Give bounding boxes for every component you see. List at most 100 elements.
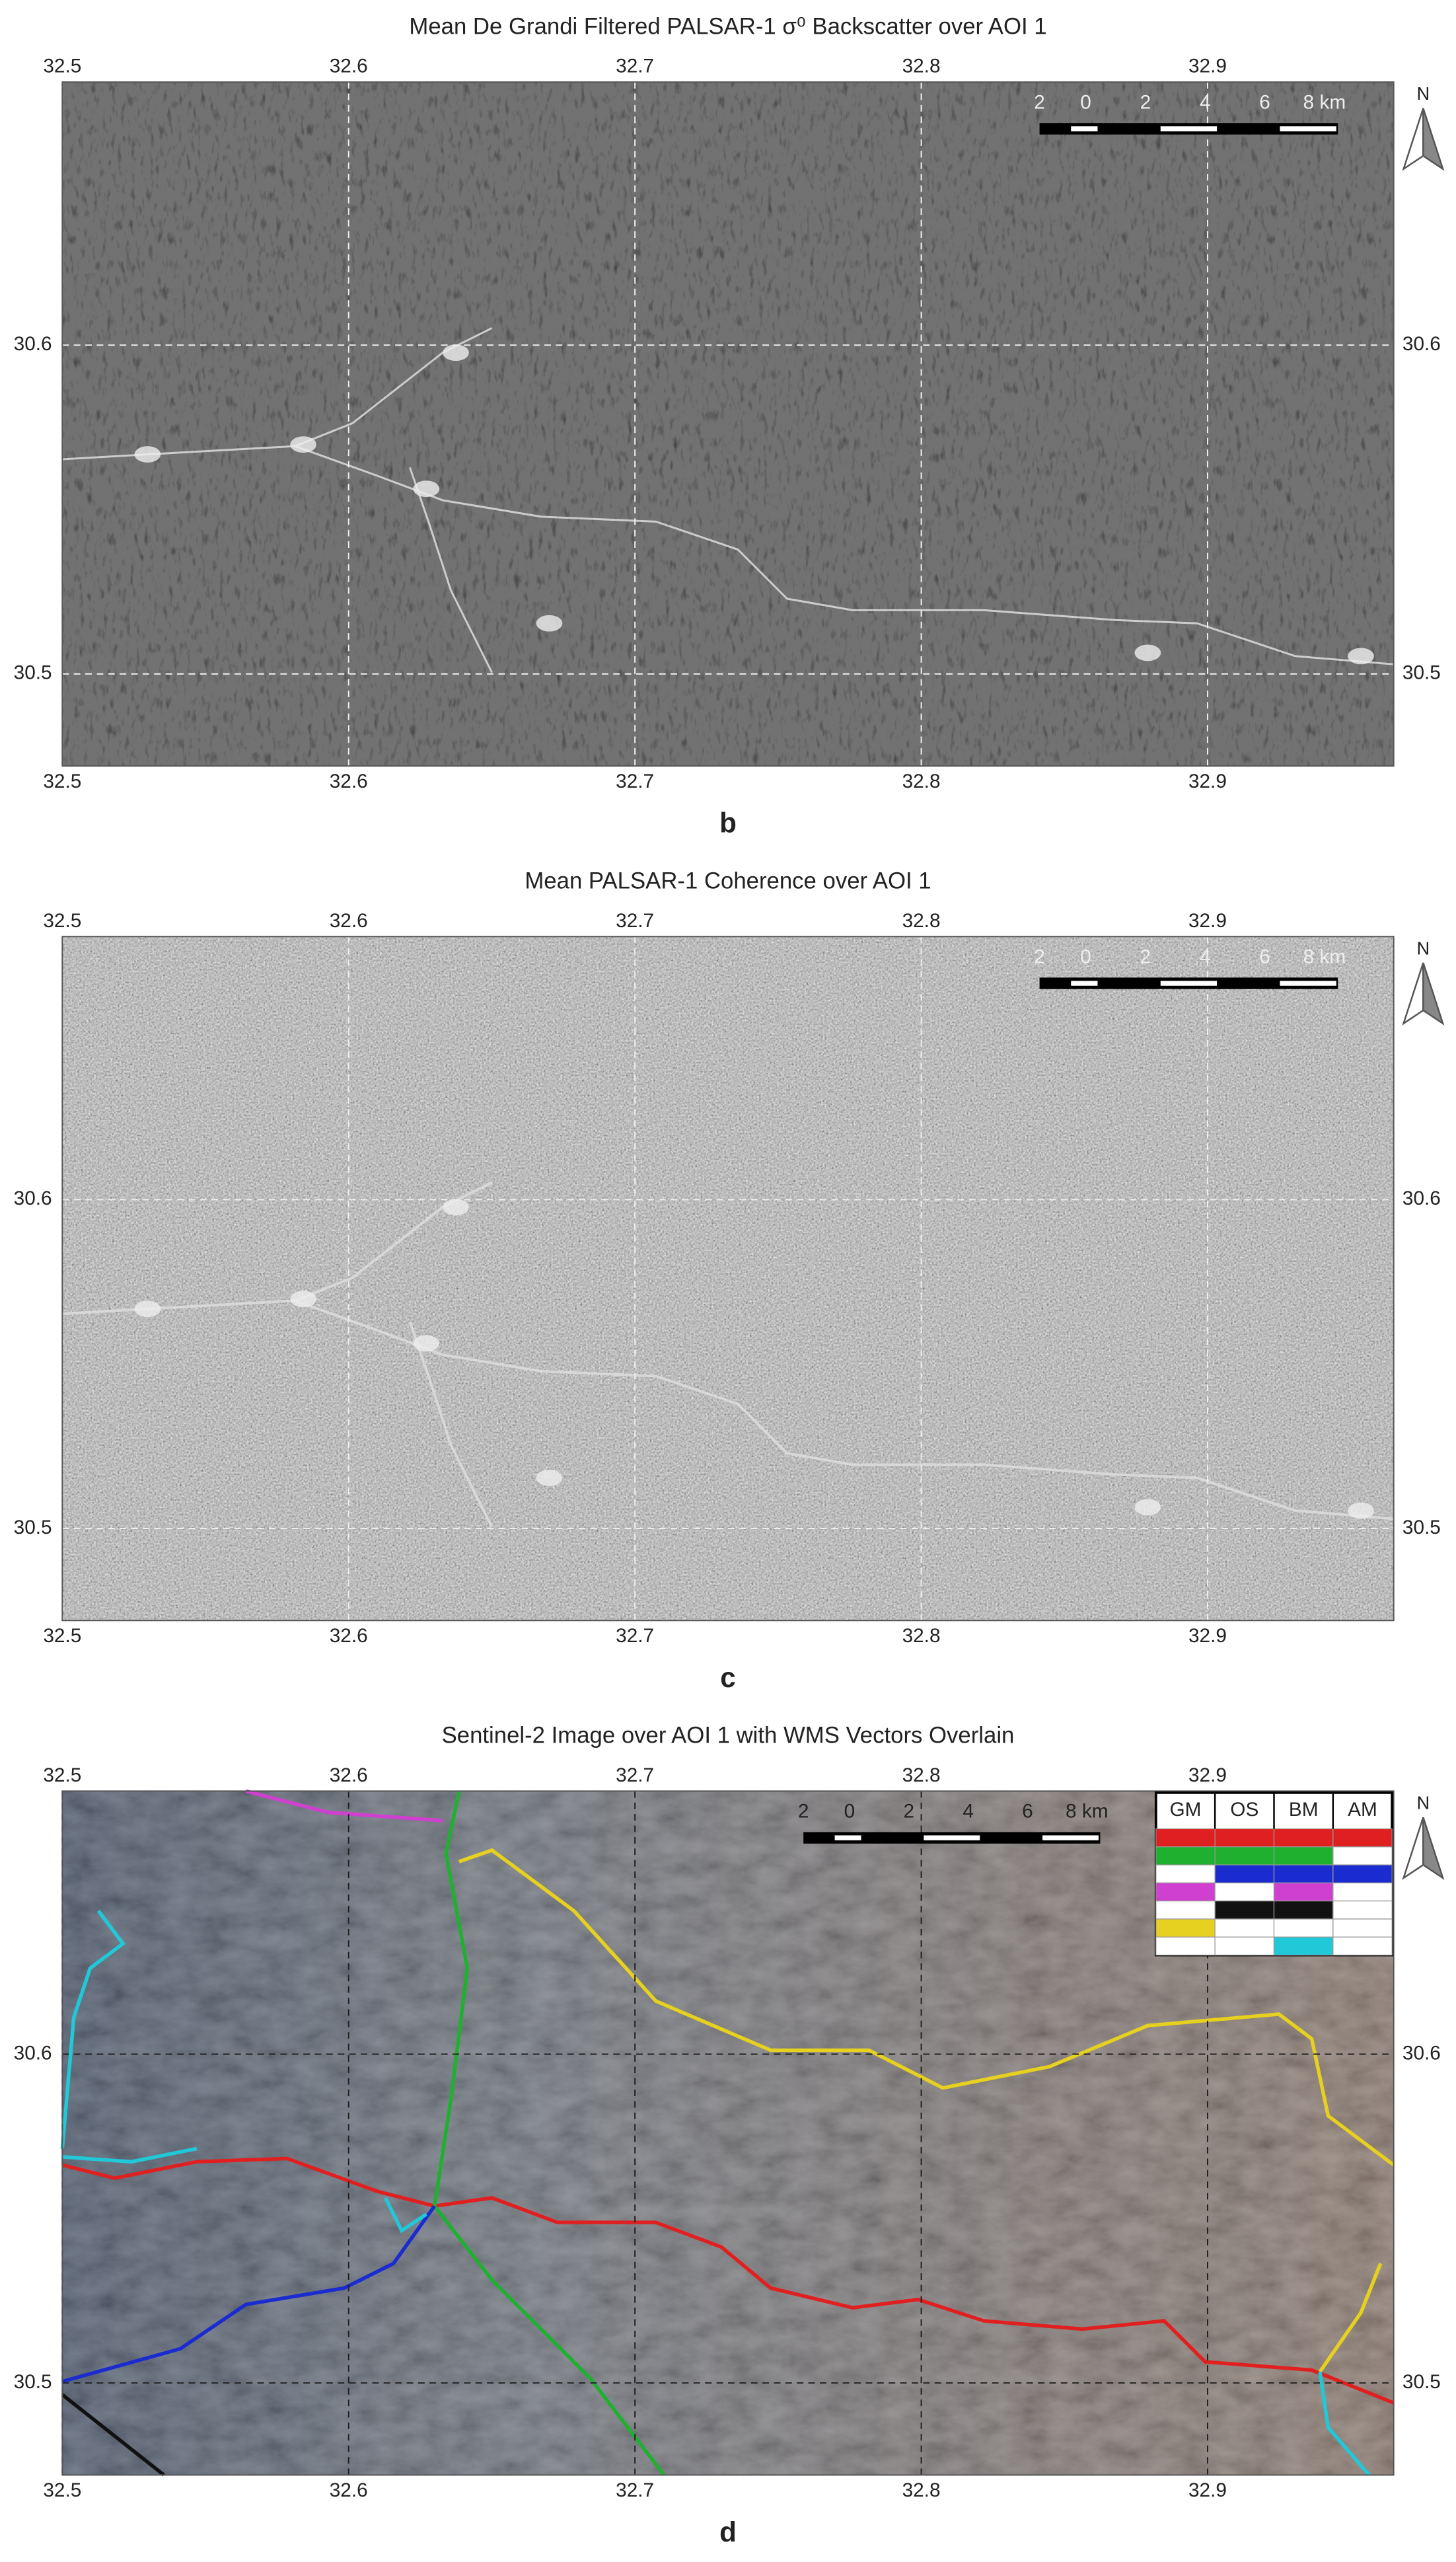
vector-line — [432, 1790, 666, 2477]
legend-cell — [1214, 1936, 1275, 1956]
image-frame — [61, 1790, 1395, 2476]
scale-label: 2 — [1034, 946, 1045, 967]
y-tick-label: 30.5 — [1402, 662, 1441, 684]
y-tick-label: 30.5 — [14, 662, 52, 684]
panel-title: Mean De Grandi Filtered PALSAR-1 σ⁰ Back… — [409, 14, 1046, 39]
y-tick-label: 30.5 — [14, 2371, 52, 2393]
legend-cell — [1332, 1828, 1393, 1848]
scale-label: 8 km — [1303, 946, 1346, 967]
x-tick-label: 32.8 — [902, 910, 941, 932]
scale-bar-segment — [1160, 981, 1218, 986]
legend-cell — [1155, 1882, 1216, 1902]
bright-area — [443, 1199, 469, 1216]
bright-area — [536, 615, 563, 632]
scale-bar-segment — [834, 1835, 861, 1840]
north-arrow — [1402, 108, 1424, 171]
vector-line — [1318, 2371, 1371, 2477]
bright-area — [1348, 648, 1374, 665]
panel-label: b — [719, 808, 737, 839]
panel-title: Mean PALSAR-1 Coherence over AOI 1 — [525, 869, 931, 894]
scale-label: 6 — [1259, 91, 1270, 113]
legend-cell — [1273, 1901, 1334, 1920]
legend-cell — [1155, 1936, 1216, 1956]
x-tick-label: 32.7 — [616, 1625, 654, 1647]
x-tick-label: 32.6 — [330, 910, 368, 932]
legend-header: BM — [1289, 1799, 1319, 1821]
scale-label: 2 — [1140, 946, 1151, 967]
x-tick-label: 32.6 — [330, 1625, 368, 1647]
legend-header: OS — [1230, 1799, 1258, 1821]
vector-line — [60, 1909, 126, 2149]
north-arrow — [1402, 962, 1424, 1026]
x-tick-label: 32.9 — [1188, 771, 1227, 792]
legend-cell — [1332, 1882, 1393, 1902]
road — [62, 445, 1394, 665]
scale-bar-segment — [1042, 1835, 1099, 1840]
scale-bar-segment — [1071, 981, 1098, 986]
legend-cell — [1214, 1864, 1275, 1884]
x-tick-label: 32.5 — [43, 56, 81, 77]
scale-bar-segment — [1071, 126, 1098, 132]
scale-label: 6 — [1259, 946, 1270, 967]
bright-area — [134, 1300, 161, 1318]
legend-cell — [1214, 1828, 1275, 1848]
north-arrow — [1422, 1817, 1445, 1880]
scale-bar-segment — [1160, 126, 1218, 132]
y-tick-label: 30.5 — [1402, 1517, 1441, 1538]
legend-cell — [1273, 1936, 1334, 1956]
scale-label: 6 — [1022, 1801, 1033, 1823]
image-texture — [62, 82, 1394, 767]
legend-cell — [1155, 1846, 1216, 1865]
y-tick-label: 30.5 — [1402, 2371, 1441, 2393]
scale-bar-segment — [1280, 981, 1336, 986]
scale-label: 4 — [963, 1801, 974, 1823]
x-tick-label: 32.7 — [616, 56, 654, 77]
bright-area — [1134, 1499, 1161, 1516]
x-tick-label: 32.6 — [330, 1764, 368, 1786]
legend-cell — [1332, 1901, 1393, 1920]
legend-cell — [1332, 1864, 1393, 1884]
legend-cell — [1273, 1882, 1334, 1902]
legend-cell — [1214, 1918, 1275, 1938]
x-tick-label: 32.8 — [902, 1764, 941, 1786]
scale-label: 4 — [1200, 946, 1211, 967]
scale-label: 0 — [1080, 946, 1091, 967]
x-tick-label: 32.7 — [616, 910, 654, 932]
bright-area — [290, 1291, 317, 1308]
legend-cell — [1332, 1936, 1393, 1956]
x-tick-label: 32.8 — [902, 1625, 941, 1647]
panel-label: d — [719, 2516, 737, 2547]
vector-line — [62, 2146, 198, 2164]
north-label: N — [1417, 938, 1430, 958]
bright-area — [134, 446, 161, 463]
x-tick-label: 32.9 — [1188, 1764, 1227, 1786]
legend-cell — [1332, 1918, 1393, 1938]
scale-label: 0 — [844, 1801, 855, 1823]
y-tick-label: 30.6 — [14, 2042, 52, 2064]
y-tick-label: 30.6 — [1402, 2042, 1441, 2064]
y-tick-label: 30.6 — [1402, 1187, 1441, 1209]
x-tick-label: 32.9 — [1188, 2479, 1227, 2501]
image-texture — [62, 936, 1394, 1621]
legend-cell — [1214, 1846, 1275, 1865]
y-tick-label: 30.6 — [1402, 333, 1441, 355]
scale-label: 8 km — [1066, 1801, 1109, 1823]
x-tick-label: 32.6 — [330, 56, 368, 77]
vector-line — [458, 1848, 1395, 2167]
legend-cell — [1273, 1918, 1334, 1938]
scale-label: 2 — [1034, 91, 1045, 113]
panel-label: c — [720, 1662, 735, 1693]
y-tick-label: 30.6 — [14, 1187, 52, 1209]
road — [408, 1321, 493, 1528]
x-tick-label: 32.5 — [43, 1764, 81, 1786]
x-tick-label: 32.6 — [330, 771, 368, 792]
x-tick-label: 32.7 — [616, 2479, 654, 2501]
north-arrow — [1422, 108, 1445, 171]
bright-area — [290, 436, 317, 453]
vector-line — [245, 1789, 443, 1823]
vector-line — [61, 2393, 165, 2477]
vector-line — [61, 2156, 1395, 2405]
bright-area — [1134, 644, 1161, 661]
bright-area — [536, 1469, 563, 1486]
